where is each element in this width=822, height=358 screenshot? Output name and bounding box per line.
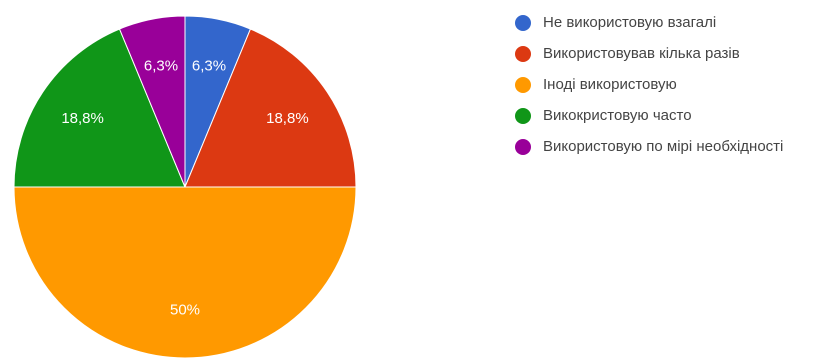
legend-item-often[interactable]: Викокристовую часто: [515, 105, 815, 127]
pie-slice-1[interactable]: [184, 28, 357, 188]
pie-slice-4[interactable]: [118, 15, 186, 188]
legend-swatch: [515, 108, 531, 124]
legend-item-not-used[interactable]: Не використовую взагалі: [515, 12, 815, 34]
slice-label-2: 50%: [170, 302, 200, 319]
legend-swatch: [515, 15, 531, 31]
legend-item-as-needed[interactable]: Використовую по мірі необхідності: [515, 136, 815, 158]
legend-swatch: [515, 139, 531, 155]
legend-label: Викокристовую часто: [543, 107, 692, 124]
pie-slice-labels: 6,3% 18,8% 50% 18,8% 6,3%: [61, 58, 308, 319]
pie-slice-2[interactable]: [13, 186, 357, 358]
legend-label: Використовую по мірі необхідності: [543, 138, 784, 155]
slice-label-0: 6,3%: [192, 58, 226, 75]
legend-item-sometimes[interactable]: Іноді використовую: [515, 74, 815, 96]
legend-label: Не використовую взагалі: [543, 14, 717, 31]
pie-slice-3[interactable]: [13, 28, 186, 188]
legend-item-used-few-times[interactable]: Використовував кілька разів: [515, 43, 815, 65]
chart-legend: Не використовую взагалі Використовував к…: [515, 12, 815, 167]
slice-label-3: 18,8%: [61, 110, 104, 127]
legend-swatch: [515, 77, 531, 93]
slice-label-4: 6,3%: [144, 58, 178, 75]
legend-label: Іноді використовую: [543, 76, 677, 93]
legend-swatch: [515, 46, 531, 62]
legend-label: Використовував кілька разів: [543, 45, 740, 62]
slice-label-1: 18,8%: [266, 110, 309, 127]
pie-slices: [13, 15, 357, 358]
